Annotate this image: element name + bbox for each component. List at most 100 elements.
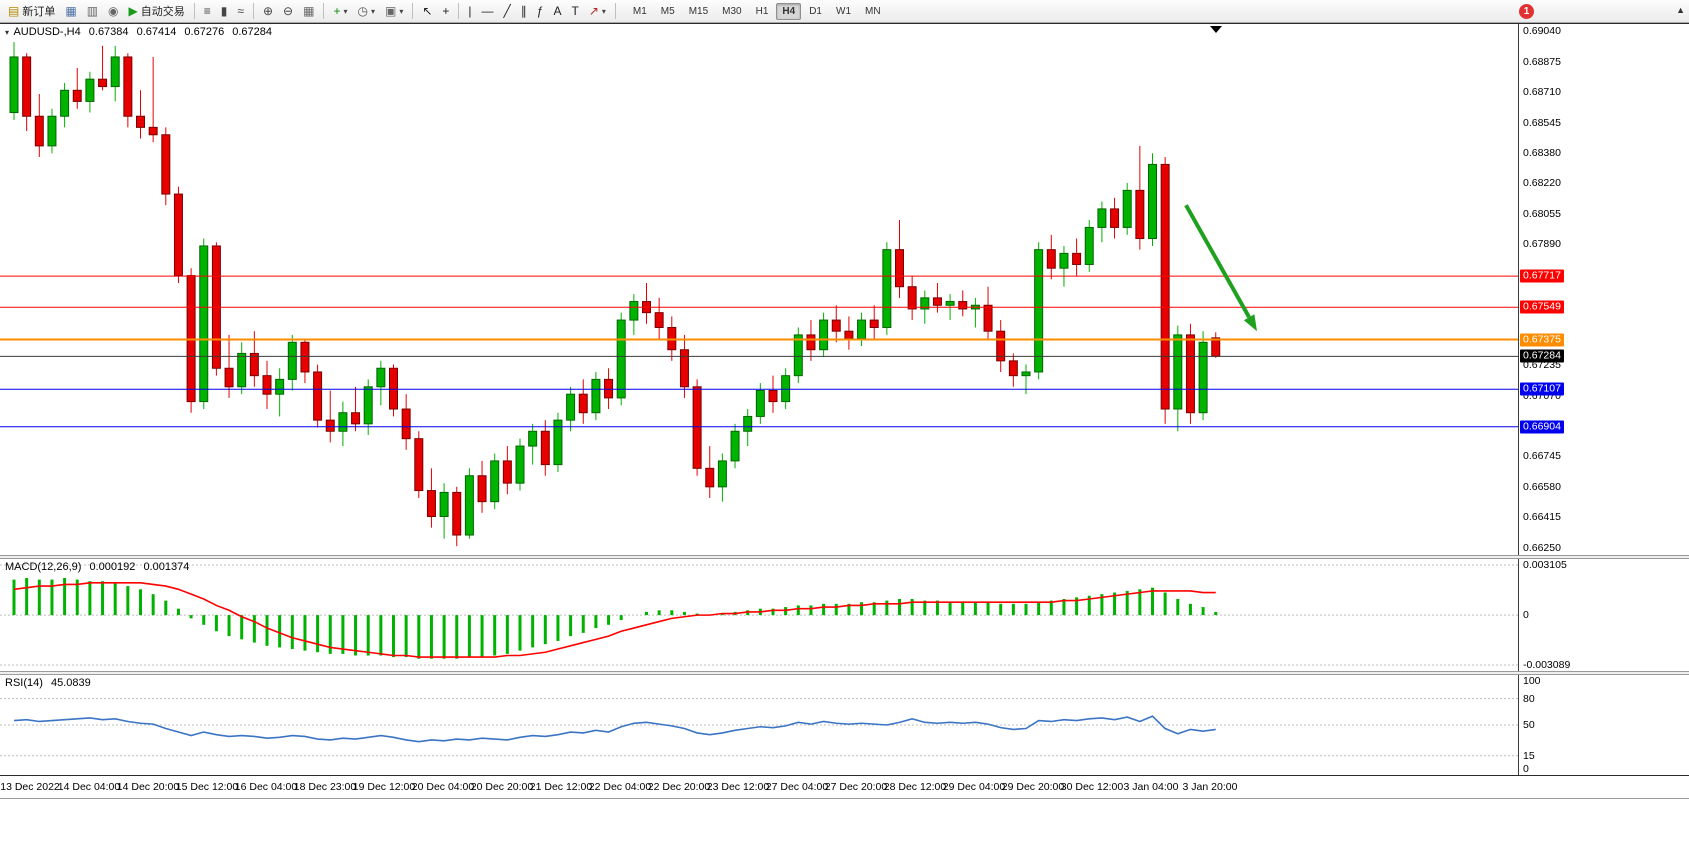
indicators-button[interactable]: + ▾ xyxy=(329,2,351,21)
candlestick-chart[interactable] xyxy=(0,24,1518,555)
profiles-button[interactable]: ▥ xyxy=(83,2,102,21)
zoom-out-icon: ⊖ xyxy=(283,4,294,18)
zoom-in-button[interactable]: ⊕ xyxy=(259,2,277,21)
autotrading-icon: ▶ xyxy=(128,4,138,18)
panel-separator[interactable] xyxy=(0,671,1689,675)
horizontal-line-button[interactable]: — xyxy=(478,2,498,21)
sound-button[interactable]: ◉ xyxy=(104,2,122,21)
timeframe-m30[interactable]: M30 xyxy=(722,5,742,17)
time-tick: 19 Dec 12:00 xyxy=(352,781,416,793)
price-tick: 0.68055 xyxy=(1523,207,1561,220)
candlestick-chart-button[interactable]: ▮ xyxy=(217,2,232,21)
clock-icon: ◷ xyxy=(357,4,368,18)
candlestick-icon: ▮ xyxy=(220,4,228,18)
time-tick: 22 Dec 20:00 xyxy=(647,781,711,793)
panel-separator[interactable] xyxy=(0,555,1689,559)
bottom-area xyxy=(0,798,1689,858)
toolbar-separator xyxy=(193,3,195,19)
fibonacci-button[interactable]: ƒ xyxy=(533,2,548,21)
bar-chart-button[interactable]: ≡ xyxy=(200,2,215,21)
rsi-chart[interactable] xyxy=(0,675,1518,775)
label-button[interactable]: T xyxy=(567,2,582,21)
toolbar-separator xyxy=(412,3,414,19)
timeframe-mn[interactable]: MN xyxy=(865,5,881,17)
price-tick: 0.66250 xyxy=(1523,542,1561,554)
timeframe-buttons: M1 M5 M15 M30 H1 H4 D1 W1 MN xyxy=(626,2,888,20)
time-tick: 20 Dec 04:00 xyxy=(411,781,475,793)
rsi-tick: 15 xyxy=(1523,749,1535,762)
price-axis[interactable]: 0.69040 0.68875 0.68710 0.68545 0.68380 0.682… xyxy=(1518,24,1689,555)
main-chart-panel: ▾ AUDUSD-,H4 0.67384 0.67414 0.67276 0.6… xyxy=(0,24,1689,555)
price-line-label: 0.67284 xyxy=(1520,349,1564,363)
notification-badge[interactable]: 1 xyxy=(1519,4,1534,19)
bar-chart-icon: ≡ xyxy=(203,4,211,18)
time-axis[interactable]: 13 Dec 2022 14 Dec 04:00 14 Dec 20:00 15 De… xyxy=(0,775,1689,798)
time-tick: 23 Dec 12:00 xyxy=(706,781,770,793)
toolbar-buttons: ▤ 新订单 ▦ ▥ ◉ ▶ 自动交易 ≡ ▮ ≈ ⊕ ⊖ ▦ + ▾ ◷ ▾ ▣ ▾ ↖ + | — ╱ ∥ ƒ A T ↗ ▾ xyxy=(3,2,620,21)
channel-icon: ∥ xyxy=(520,4,527,18)
line-chart-button[interactable]: ≈ xyxy=(233,2,248,21)
macd-tick: 0 xyxy=(1523,609,1529,622)
macd-axis[interactable]: 0.003105 0 -0.003089 xyxy=(1518,559,1689,671)
time-tick: 30 Dec 12:00 xyxy=(1060,781,1124,793)
rsi-tick: 80 xyxy=(1523,692,1535,705)
sound-icon: ◉ xyxy=(108,4,119,18)
time-tick: 18 Dec 23:00 xyxy=(293,781,357,793)
indicators-icon: + xyxy=(333,4,341,18)
arrows-button[interactable]: ↗ ▾ xyxy=(585,2,610,21)
rsi-tick: 0 xyxy=(1523,763,1529,775)
price-line-label: 0.67107 xyxy=(1520,382,1564,396)
price-tick: 0.68875 xyxy=(1523,55,1561,68)
cursor-button[interactable]: ↖ xyxy=(418,2,436,21)
price-line-label: 0.66904 xyxy=(1520,420,1564,434)
chart-window-icon: ▦ xyxy=(65,4,77,18)
timeframe-h4[interactable]: H4 xyxy=(776,2,802,20)
tile-windows-icon: ▦ xyxy=(303,4,315,18)
timeframe-h1[interactable]: H1 xyxy=(755,5,769,17)
price-line-label: 0.67717 xyxy=(1520,269,1564,283)
price-line-label: 0.67549 xyxy=(1520,300,1564,314)
vertical-line-icon: | xyxy=(468,4,472,18)
timeframe-w1[interactable]: W1 xyxy=(836,5,851,17)
price-line-label: 0.67375 xyxy=(1520,333,1564,347)
price-tick: 0.66745 xyxy=(1523,450,1561,463)
price-tick: 0.68220 xyxy=(1523,176,1561,189)
rsi-axis[interactable]: 100 80 50 15 0 xyxy=(1518,675,1689,775)
price-tick: 0.66415 xyxy=(1523,511,1561,524)
time-tick: 27 Dec 04:00 xyxy=(765,781,829,793)
toolbar-separator xyxy=(614,3,616,19)
crosshair-button[interactable]: + xyxy=(438,2,453,21)
zoom-out-button[interactable]: ⊖ xyxy=(279,2,297,21)
autotrading-button[interactable]: ▶ 自动交易 xyxy=(125,2,189,21)
channel-button[interactable]: ∥ xyxy=(517,2,531,21)
chart-window-button[interactable]: ▦ xyxy=(61,2,80,21)
timeframe-m1[interactable]: M1 xyxy=(632,5,647,17)
vertical-line-button[interactable]: | xyxy=(464,2,475,21)
periods-button[interactable]: ◷ ▾ xyxy=(353,2,379,21)
new-order-icon: ▤ xyxy=(8,4,20,18)
time-tick: 20 Dec 20:00 xyxy=(470,781,534,793)
text-button[interactable]: A xyxy=(549,2,565,21)
timeframe-m15[interactable]: M15 xyxy=(688,5,709,17)
toolbar: ▤ 新订单 ▦ ▥ ◉ ▶ 自动交易 ≡ ▮ ≈ ⊕ ⊖ ▦ + ▾ ◷ ▾ ▣ ▾ ↖ + | — ╱ ∥ ƒ A T ↗ ▾ M1 M5… xyxy=(0,0,1689,23)
template-icon: ▣ xyxy=(384,4,397,18)
toolbar-overflow-icon[interactable]: ▲ xyxy=(1676,5,1685,15)
trendline-button[interactable]: ╱ xyxy=(500,2,515,21)
tile-windows-button[interactable]: ▦ xyxy=(299,2,318,21)
time-tick: 21 Dec 12:00 xyxy=(529,781,593,793)
horizontal-line-icon: — xyxy=(481,4,494,18)
new-order-button[interactable]: ▤ 新订单 xyxy=(4,2,59,21)
price-tick: 0.68710 xyxy=(1523,86,1561,99)
rsi-tick: 50 xyxy=(1523,719,1535,731)
timeframe-d1[interactable]: D1 xyxy=(809,5,822,17)
rsi-panel: RSI(14) 45.0839 100 80 50 15 0 xyxy=(0,675,1689,775)
toolbar-separator xyxy=(458,3,460,19)
trendline-icon: ╱ xyxy=(503,4,511,18)
time-tick: 14 Dec 04:00 xyxy=(57,781,121,793)
dropdown-caret-icon: ▾ xyxy=(399,6,404,16)
macd-chart[interactable] xyxy=(0,559,1518,671)
label-icon: T xyxy=(571,4,579,18)
timeframe-m5[interactable]: M5 xyxy=(660,5,675,17)
macd-panel: MACD(12,26,9) 0.000192 0.001374 0.003105… xyxy=(0,559,1689,671)
templates-button[interactable]: ▣ ▾ xyxy=(381,2,407,21)
